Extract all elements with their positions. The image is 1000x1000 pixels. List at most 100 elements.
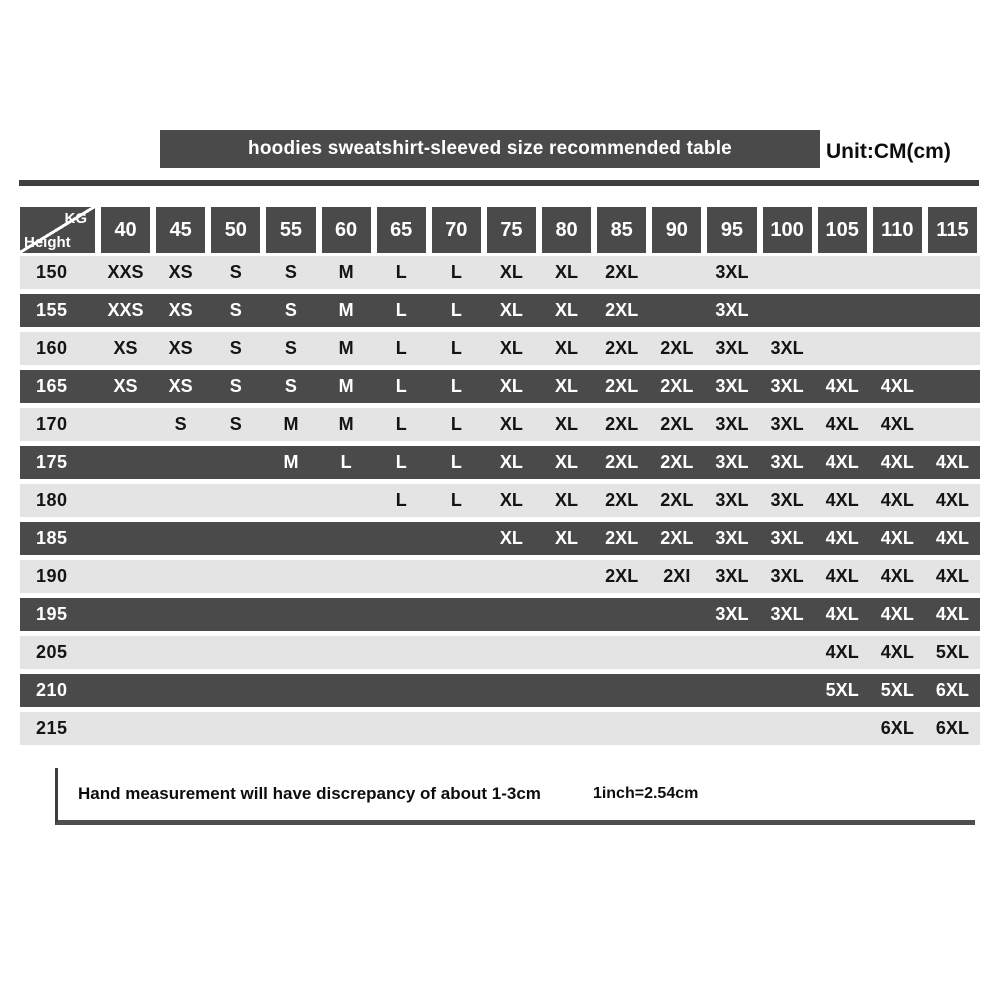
size-cell (925, 332, 980, 365)
size-cell: XL (555, 528, 579, 548)
size-cell: L (395, 414, 407, 434)
size-cell: L (450, 262, 462, 282)
size-cell: 4XL (935, 566, 969, 586)
size-cell: L (450, 414, 462, 434)
height-row-label: 150 (36, 262, 68, 282)
size-cell (429, 636, 484, 669)
size-cell: XXS (107, 300, 144, 320)
size-cell: 3XL (770, 338, 804, 358)
size-cell (760, 674, 815, 707)
size-cell: XL (499, 490, 523, 510)
size-cell: 4XL (935, 604, 969, 624)
size-cell (649, 712, 704, 745)
size-cell: 2XL (605, 376, 639, 396)
size-cell: 2XL (660, 376, 694, 396)
size-cell (98, 636, 153, 669)
size-cell (98, 674, 153, 707)
table-title: hoodies sweatshirt-sleeved size recommen… (248, 138, 732, 159)
size-cell: XS (168, 376, 193, 396)
size-cell: M (283, 452, 299, 472)
size-cell (429, 712, 484, 745)
size-cell: 2XL (660, 452, 694, 472)
table-row: 190 2XL 2XI 3XL 3XL 4XL 4XL 4XL (20, 560, 980, 593)
size-cell (429, 560, 484, 593)
table-row: 160 XS XS S S M L L XL XL 2XL 2XL 3XL 3XL (20, 332, 980, 365)
size-cell (925, 408, 980, 441)
size-cell (263, 560, 318, 593)
size-cell (704, 636, 759, 669)
size-cell: L (450, 452, 462, 472)
size-cell (760, 712, 815, 745)
kg-column-header: 75 (486, 207, 536, 253)
table-row: 150 XXS XS S S M L L XL XL 2XL 3XL (20, 256, 980, 289)
size-cell (760, 294, 815, 327)
size-cell: 3XL (770, 376, 804, 396)
size-cell: 3XL (715, 338, 749, 358)
size-cell: 3XL (770, 452, 804, 472)
size-cell (319, 712, 374, 745)
kg-column-header: 95 (707, 207, 757, 253)
size-cell (153, 446, 208, 479)
table-row: 180 L L XL XL 2XL 2XL 3XL 3XL 4XL 4XL 4XL (20, 484, 980, 517)
size-cell: S (284, 262, 297, 282)
size-cell: 3XL (715, 604, 749, 624)
footer-note-box: Hand measurement will have discrepancy o… (55, 768, 975, 825)
size-cell (153, 674, 208, 707)
kg-column-header: 45 (156, 207, 206, 253)
kg-column-header: 70 (431, 207, 481, 253)
size-cell (815, 332, 870, 365)
height-row-label: 190 (36, 566, 68, 586)
size-cell (208, 636, 263, 669)
table-row: 215 6XL 6XL (20, 712, 980, 745)
height-row-label: 195 (36, 604, 68, 624)
corner-height-label: Height (24, 234, 71, 251)
kg-column-header: 65 (376, 207, 426, 253)
size-cell (925, 294, 980, 327)
size-cell: 4XL (825, 604, 859, 624)
size-cell: M (338, 414, 354, 434)
size-cell (539, 712, 594, 745)
size-cell: M (338, 262, 354, 282)
size-cell (594, 636, 649, 669)
size-cell (704, 674, 759, 707)
size-cell (319, 522, 374, 555)
size-cell (153, 522, 208, 555)
size-cell (429, 598, 484, 631)
size-cell (539, 598, 594, 631)
size-cell: 2XL (605, 528, 639, 548)
size-cell (484, 674, 539, 707)
kg-column-header: 50 (211, 207, 261, 253)
size-cell (539, 636, 594, 669)
measurement-note: Hand measurement will have discrepancy o… (78, 784, 541, 803)
height-row-label: 215 (36, 718, 68, 738)
size-cell (374, 712, 429, 745)
size-cell: 2XL (605, 566, 639, 586)
size-cell (263, 598, 318, 631)
size-cell: S (284, 338, 297, 358)
size-cell: XL (499, 528, 523, 548)
size-cell: 4XL (935, 452, 969, 472)
size-cell: 3XL (770, 604, 804, 624)
size-cell: XL (555, 338, 579, 358)
table-row: 175 M L L L XL XL 2XL 2XL 3XL 3XL 4XL 4XL 4XL (20, 446, 980, 479)
size-cell: 2XL (660, 414, 694, 434)
size-cell (760, 636, 815, 669)
size-cell: 3XL (715, 490, 749, 510)
size-cell: L (395, 300, 407, 320)
kg-column-header: 100 (762, 207, 812, 253)
size-cell: XL (499, 262, 523, 282)
table-row: 195 3XL 3XL 4XL 4XL 4XL (20, 598, 980, 631)
size-cell (925, 370, 980, 403)
size-cell (374, 598, 429, 631)
size-cell (925, 256, 980, 289)
size-cell: 3XL (715, 414, 749, 434)
corner-kg-label: KG (64, 210, 88, 227)
table-body: 150 XXS XS S S M L L XL XL 2XL 3XL 155 XXS XS S S M L L XL XL… (20, 256, 980, 745)
kg-column-header: 85 (597, 207, 647, 253)
height-row-label: 155 (36, 300, 68, 320)
size-cell: 4XL (880, 452, 914, 472)
size-cell: 2XL (660, 490, 694, 510)
size-cell: XL (555, 376, 579, 396)
size-cell (815, 294, 870, 327)
